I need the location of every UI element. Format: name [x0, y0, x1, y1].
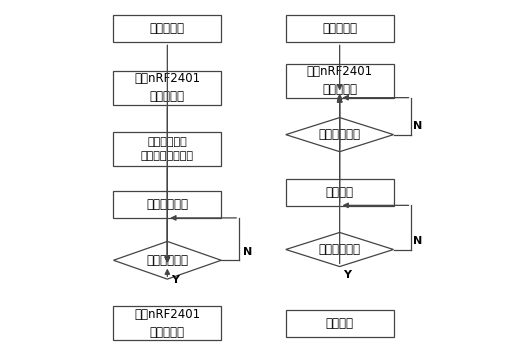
Bar	[286, 64, 393, 98]
Text: 装入目的地址
和有效数据并校验: 装入目的地址 和有效数据并校验	[141, 137, 194, 161]
Text: 开始初始化: 开始初始化	[322, 22, 357, 35]
Text: 数据处理: 数据处理	[325, 317, 354, 330]
Text: Y: Y	[171, 275, 179, 285]
Bar	[114, 132, 221, 166]
Bar	[114, 15, 221, 42]
Text: 地址是否正确: 地址是否正确	[319, 128, 360, 141]
Text: 发送是否完成: 发送是否完成	[147, 254, 188, 267]
Text: N: N	[413, 121, 422, 131]
Text: N: N	[413, 236, 422, 246]
Bar	[114, 306, 221, 340]
Polygon shape	[114, 241, 221, 279]
Polygon shape	[286, 233, 393, 266]
Text: N: N	[243, 247, 252, 257]
Text: 配置nRF2401
为接收模式: 配置nRF2401 为接收模式	[307, 65, 373, 96]
Polygon shape	[286, 118, 393, 151]
Bar	[286, 15, 393, 42]
Text: 配置nRF2401
为接收模式: 配置nRF2401 为接收模式	[134, 308, 200, 339]
Bar	[114, 71, 221, 105]
Text: 配置nRF2401
为发送模式: 配置nRF2401 为发送模式	[134, 73, 200, 103]
Text: 接收数据: 接收数据	[325, 186, 354, 199]
Text: Y: Y	[343, 270, 351, 280]
Bar	[114, 191, 221, 218]
Bar	[286, 178, 393, 205]
Text: 开始初始化: 开始初始化	[150, 22, 185, 35]
Text: 校验是否正确: 校验是否正确	[319, 243, 360, 256]
Bar	[286, 309, 393, 337]
Text: 启动发送命令: 启动发送命令	[147, 198, 188, 211]
